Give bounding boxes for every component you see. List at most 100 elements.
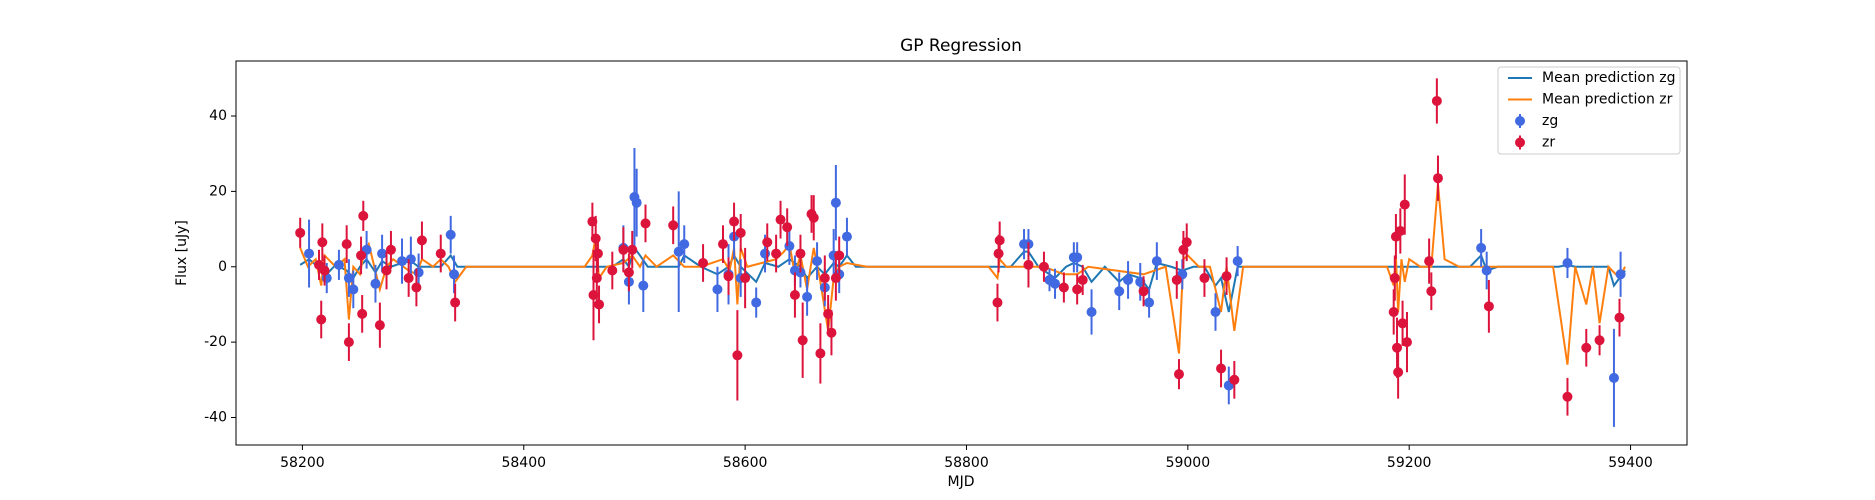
- data-point: [627, 244, 638, 255]
- data-point: [1210, 306, 1221, 317]
- data-point: [994, 235, 1005, 246]
- y-tick-label: 20: [209, 183, 227, 199]
- data-point: [784, 241, 795, 252]
- data-point: [668, 220, 679, 231]
- legend-label: Mean prediction zg: [1542, 70, 1676, 86]
- legend-swatch: [1515, 137, 1525, 148]
- legend-swatch: [1515, 116, 1525, 126]
- x-tick-label: 59000: [1166, 455, 1211, 471]
- data-point: [1483, 301, 1494, 312]
- data-point: [587, 216, 598, 227]
- data-point: [316, 314, 327, 325]
- data-point: [1389, 273, 1400, 284]
- data-point: [1178, 244, 1189, 255]
- data-point: [740, 273, 751, 284]
- data-point: [640, 218, 651, 229]
- data-point: [789, 290, 800, 301]
- data-point: [1608, 372, 1619, 383]
- data-point: [812, 256, 823, 267]
- data-point: [1058, 282, 1069, 293]
- data-point: [1114, 286, 1125, 297]
- data-point: [370, 278, 381, 289]
- data-point: [348, 284, 359, 295]
- data-point: [590, 233, 601, 244]
- data-point: [760, 248, 771, 259]
- x-tick-label: 59400: [1608, 455, 1653, 471]
- data-point: [732, 350, 743, 361]
- data-point: [841, 231, 852, 242]
- data-point: [723, 271, 734, 282]
- data-point: [729, 216, 740, 227]
- data-point: [1615, 269, 1626, 280]
- data-point: [1123, 274, 1134, 285]
- plot-area: [295, 78, 1626, 427]
- data-point: [295, 227, 306, 238]
- data-point: [343, 273, 354, 284]
- data-point: [712, 284, 723, 295]
- data-point: [698, 257, 709, 268]
- data-point: [717, 239, 728, 250]
- data-point: [377, 248, 388, 259]
- data-point: [1562, 391, 1573, 402]
- x-tick-label: 58600: [723, 455, 768, 471]
- data-point: [591, 273, 602, 284]
- data-point: [762, 237, 773, 248]
- data-point: [356, 250, 367, 261]
- data-point: [1072, 284, 1083, 295]
- data-point: [1138, 286, 1149, 297]
- data-point: [357, 308, 368, 319]
- data-point: [830, 197, 841, 208]
- legend-box: [1497, 66, 1681, 155]
- data-point: [1232, 256, 1243, 267]
- data-point: [673, 246, 684, 257]
- data-point: [333, 259, 344, 270]
- data-point: [319, 265, 330, 276]
- data-point: [1077, 274, 1088, 285]
- data-point: [385, 244, 396, 255]
- legend-label: zr: [1542, 135, 1555, 151]
- data-point: [1397, 318, 1408, 329]
- data-point: [808, 212, 819, 223]
- data-point: [592, 248, 603, 259]
- y-tick-label: -20: [204, 334, 227, 350]
- data-point: [797, 335, 808, 346]
- data-point: [1151, 256, 1162, 267]
- data-point: [435, 248, 446, 259]
- data-point: [1393, 367, 1404, 378]
- data-point: [416, 235, 427, 246]
- x-tick-label: 58200: [280, 455, 325, 471]
- data-point: [1562, 257, 1573, 268]
- data-point: [1395, 225, 1406, 236]
- data-point: [1199, 273, 1210, 284]
- plot-frame: [235, 60, 1688, 446]
- data-point: [782, 222, 793, 233]
- y-tick-label: 0: [218, 259, 227, 275]
- data-point: [358, 210, 369, 221]
- data-point: [405, 254, 416, 265]
- data-point: [638, 280, 649, 291]
- data-point: [343, 337, 354, 348]
- data-point: [819, 273, 830, 284]
- data-point: [1401, 337, 1412, 348]
- data-point: [1481, 265, 1492, 276]
- data-point: [992, 297, 1003, 308]
- data-point: [618, 244, 629, 255]
- data-point: [381, 265, 392, 276]
- data-point: [623, 267, 634, 278]
- data-point: [679, 239, 690, 250]
- data-point: [1399, 199, 1410, 210]
- y-tick-label: -40: [204, 409, 227, 425]
- x-tick-label: 59200: [1387, 455, 1432, 471]
- data-point: [1072, 252, 1083, 263]
- data-point: [993, 248, 1004, 259]
- legend-label: zg: [1542, 113, 1558, 129]
- data-point: [1594, 335, 1605, 346]
- data-point: [1431, 95, 1442, 106]
- data-point: [1181, 237, 1192, 248]
- data-point: [374, 320, 385, 331]
- data-point: [413, 267, 424, 278]
- data-point: [1614, 312, 1625, 323]
- data-point: [1581, 342, 1592, 353]
- y-axis-label: Flux [uJy]: [174, 220, 190, 286]
